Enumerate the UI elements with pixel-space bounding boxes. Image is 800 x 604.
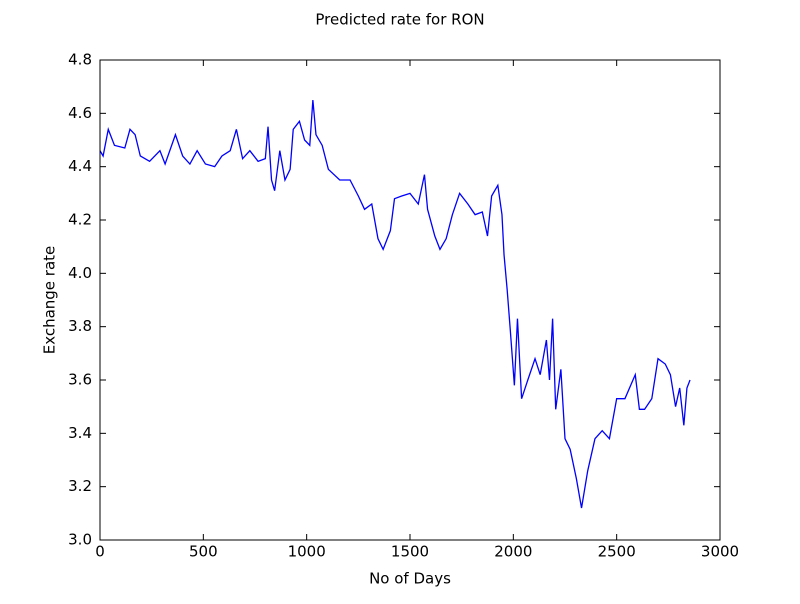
- chart-title: Predicted rate for RON: [315, 11, 484, 29]
- x-tick-label: 1500: [391, 543, 429, 561]
- plot-frame: [99, 59, 721, 541]
- y-tick-label: 4.6: [68, 104, 92, 122]
- line-series: [99, 99, 691, 509]
- y-tick-label: 4.4: [68, 157, 92, 175]
- y-tick-label: 3.2: [68, 477, 92, 495]
- y-tick-label: 3.4: [68, 424, 92, 442]
- x-tick-label: 500: [189, 543, 218, 561]
- x-tick-label: 2500: [598, 543, 636, 561]
- y-tick-label: 4.2: [68, 211, 92, 229]
- y-tick-label: 4.8: [68, 51, 92, 69]
- y-tick-label: 4.0: [68, 264, 92, 282]
- x-tick-label: 0: [95, 543, 105, 561]
- y-tick-label: 3.8: [68, 317, 92, 335]
- x-tick-label: 1000: [288, 543, 326, 561]
- y-tick-label: 3.6: [68, 371, 92, 389]
- y-axis-label: Exchange rate: [41, 246, 59, 355]
- x-axis-label: No of Days: [369, 570, 451, 588]
- y-tick-label: 3.0: [68, 531, 92, 549]
- x-tick-label: 3000: [701, 543, 739, 561]
- x-tick-label: 2000: [494, 543, 532, 561]
